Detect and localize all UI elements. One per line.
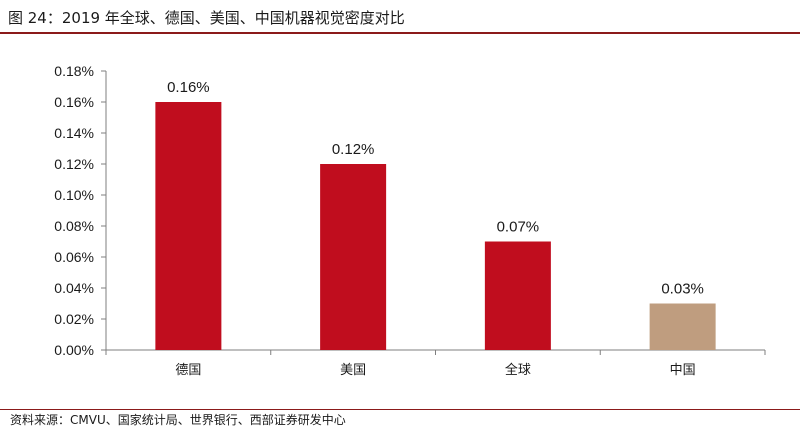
y-tick-label: 0.02% [54, 311, 94, 327]
data-label: 0.16% [167, 79, 210, 96]
y-tick-label: 0.14% [54, 125, 94, 141]
source-divider [0, 409, 800, 410]
y-tick-label: 0.04% [54, 280, 94, 296]
bar-2 [320, 164, 387, 350]
y-tick-label: 0.18% [54, 63, 94, 79]
chart-title: 图 24：2019 年全球、德国、美国、中国机器视觉密度对比 [8, 9, 405, 27]
y-tick-label: 0.06% [54, 249, 94, 265]
bar-3 [484, 241, 551, 350]
bar-4 [649, 303, 716, 350]
y-axis: 0.00% 0.02% 0.04% 0.06% 0.08% 0.10% 0.12% 0.14%… [54, 63, 107, 358]
x-category-label: 全球 [505, 362, 531, 378]
data-label: 0.03% [661, 281, 704, 298]
title-divider [0, 32, 800, 34]
data-labels: 0.16% 0.12% 0.07% 0.03% [167, 79, 704, 298]
x-axis: 德国 美国 全球 中国 [105, 349, 766, 378]
source-note: 资料来源：CMVU、国家统计局、世界银行、西部证券研发中心 [10, 413, 346, 427]
data-label: 0.07% [497, 219, 540, 236]
y-tick-label: 0.00% [54, 342, 94, 358]
y-tick-label: 0.10% [54, 187, 94, 203]
x-category-label: 中国 [670, 363, 696, 378]
y-tick-label: 0.12% [54, 156, 94, 172]
y-tick-label: 0.08% [54, 218, 94, 234]
bar-1 [155, 102, 222, 350]
y-tick-label: 0.16% [54, 94, 94, 110]
x-category-label: 德国 [175, 363, 201, 378]
bars [155, 102, 716, 350]
data-label: 0.12% [332, 141, 375, 158]
x-category-label: 美国 [340, 363, 366, 378]
